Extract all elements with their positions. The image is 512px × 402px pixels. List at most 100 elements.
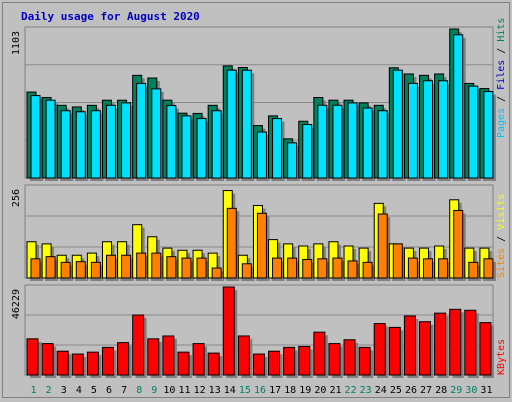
kbytes-bar <box>41 343 54 376</box>
day-label: 17 <box>269 385 281 396</box>
files-bar <box>483 91 494 179</box>
day-label: 10 <box>163 385 175 396</box>
day-label: 12 <box>194 385 206 396</box>
chart-title: Daily usage for August 2020 <box>21 10 200 23</box>
kbytes-bar <box>207 352 220 376</box>
kbytes-bar <box>71 353 84 376</box>
day-label: 14 <box>224 385 236 396</box>
sites-bar <box>166 256 177 279</box>
kbytes-bar <box>86 351 99 376</box>
files-bar <box>226 69 237 179</box>
kbytes-bar <box>449 308 462 376</box>
kbytes-bar <box>177 351 190 376</box>
files-bar <box>407 82 418 179</box>
sites-bar <box>60 261 71 279</box>
sites-bar <box>317 258 328 279</box>
files-bar <box>30 95 41 179</box>
day-label: 29 <box>450 385 462 396</box>
sites-bar <box>332 257 343 279</box>
kbytes-bar <box>358 346 371 376</box>
sites-bar <box>45 256 56 279</box>
legend-middle-sites: Sites <box>496 248 507 278</box>
sites-bar <box>407 257 418 279</box>
sites-bar <box>468 261 479 279</box>
day-label: 28 <box>435 385 447 396</box>
legend-top-files: Files <box>496 60 507 90</box>
legend-middle: Sites / Visits <box>496 194 507 278</box>
kbytes-bar <box>373 323 386 376</box>
kbytes-bar <box>343 339 356 376</box>
files-bar <box>105 104 116 179</box>
sites-bar <box>196 257 207 279</box>
sites-bar <box>75 261 86 279</box>
kbytes-bar <box>283 346 296 376</box>
sites-bar <box>272 257 283 279</box>
kbytes-bar <box>268 350 281 376</box>
panel-3-ymax-label: 46229 <box>11 289 22 319</box>
day-label: 8 <box>136 385 142 396</box>
day-label: 21 <box>329 385 341 396</box>
panel-2-ymax-label: 256 <box>11 189 22 207</box>
sites-bar <box>392 243 403 279</box>
files-bar <box>75 111 86 179</box>
day-label: 26 <box>405 385 417 396</box>
day-label: 20 <box>314 385 326 396</box>
sites-bar <box>105 254 116 279</box>
kbytes-bar <box>237 335 250 376</box>
files-bar <box>151 88 162 179</box>
kbytes-bar <box>328 343 341 376</box>
kbytes-bar <box>403 315 416 376</box>
day-label: 23 <box>360 385 372 396</box>
day-label: 30 <box>465 385 477 396</box>
kbytes-bar <box>162 335 175 376</box>
sites-bar <box>423 258 434 279</box>
day-label: 11 <box>178 385 190 396</box>
day-label: 3 <box>61 385 67 396</box>
day-label: 16 <box>254 385 266 396</box>
sites-bar <box>241 263 252 279</box>
day-label: 19 <box>299 385 311 396</box>
kbytes-bar <box>313 331 326 376</box>
day-label: 24 <box>375 385 387 396</box>
sites-bar <box>347 260 358 279</box>
legend-top-separator: / <box>496 90 507 108</box>
sites-bar <box>377 213 388 279</box>
files-bar <box>302 124 313 179</box>
files-bar <box>166 105 177 179</box>
legend-middle-visits: Visits <box>496 194 507 230</box>
day-label: 2 <box>46 385 52 396</box>
files-bar <box>347 102 358 179</box>
files-bar <box>392 69 403 179</box>
day-label: 22 <box>345 385 357 396</box>
sites-bar <box>121 254 132 279</box>
files-bar <box>136 82 147 179</box>
panel-1-ymax-label: 1103 <box>11 31 22 55</box>
legend-top-hits: Hits <box>496 18 507 42</box>
kbytes-bar <box>252 353 265 376</box>
day-label: 18 <box>284 385 296 396</box>
files-bar <box>332 104 343 179</box>
files-bar <box>423 80 434 179</box>
legend-middle-separator: / <box>496 230 507 248</box>
legend-top: Pages / Files / Hits <box>496 18 507 138</box>
files-bar <box>256 131 267 179</box>
legend-bottom: KBytes <box>496 339 507 375</box>
sites-bar <box>287 257 298 279</box>
kbytes-bar <box>101 346 114 376</box>
day-label: 15 <box>239 385 251 396</box>
sites-bar <box>302 259 313 279</box>
usage-chart-frame: Daily usage for August 2020 1103 256 46229… <box>2 2 510 398</box>
legend-top-separator: / <box>496 42 507 60</box>
day-label: 4 <box>76 385 82 396</box>
day-label: 1 <box>31 385 37 396</box>
sites-bar <box>226 207 237 279</box>
sites-bar <box>453 209 464 279</box>
kbytes-bar <box>26 338 39 376</box>
files-bar <box>241 69 252 179</box>
sites-bar <box>151 252 162 279</box>
legend-top-pages: Pages <box>496 108 507 138</box>
files-bar <box>196 118 207 179</box>
kbytes-bar <box>222 286 235 376</box>
day-label: 5 <box>91 385 97 396</box>
